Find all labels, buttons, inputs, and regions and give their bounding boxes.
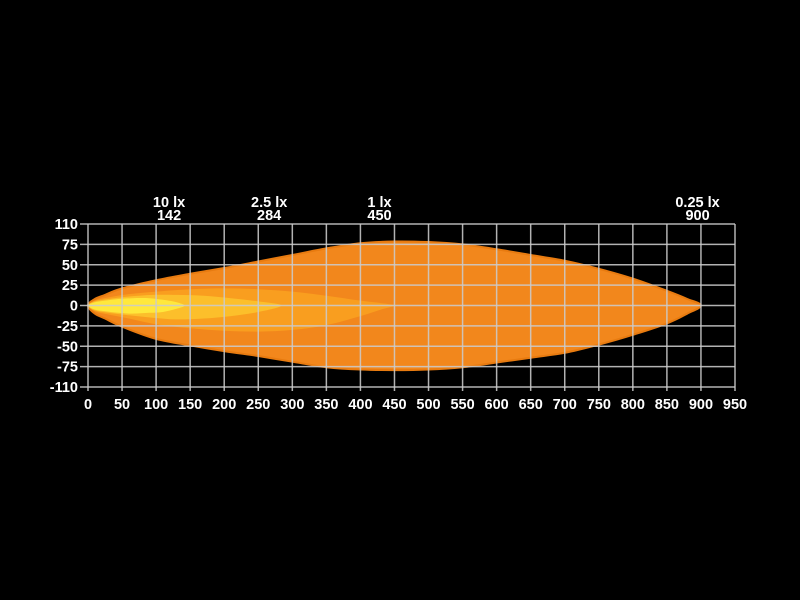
x-axis-label: 400 bbox=[348, 397, 372, 413]
x-axis-label: 550 bbox=[450, 397, 474, 413]
x-axis-label: 100 bbox=[144, 397, 168, 413]
x-axis-label: 600 bbox=[485, 397, 509, 413]
x-axis-label: 650 bbox=[519, 397, 543, 413]
iso-lux-distance-label: 900 bbox=[685, 208, 709, 224]
x-axis-label: 950 bbox=[723, 397, 747, 413]
iso-lux-value-label: 1 lx bbox=[367, 195, 391, 211]
x-axis-label: 300 bbox=[280, 397, 304, 413]
y-axis-label: 110 bbox=[55, 217, 78, 233]
iso-lux-value-label: 10 lx bbox=[153, 195, 185, 211]
y-axis-label: 0 bbox=[70, 299, 78, 315]
y-axis-label: -50 bbox=[57, 339, 78, 355]
x-axis-label: 850 bbox=[655, 397, 679, 413]
x-axis-label: 500 bbox=[416, 397, 440, 413]
x-axis-label: 200 bbox=[212, 397, 236, 413]
x-axis-label: 350 bbox=[314, 397, 338, 413]
x-axis-label: 50 bbox=[114, 397, 130, 413]
x-axis-label: 800 bbox=[621, 397, 645, 413]
x-axis-label: 750 bbox=[587, 397, 611, 413]
x-axis-label: 700 bbox=[553, 397, 577, 413]
y-axis-label: 50 bbox=[62, 258, 78, 274]
iso-lux-distance-label: 284 bbox=[257, 208, 281, 224]
y-axis-label: 75 bbox=[62, 237, 78, 253]
iso-lux-distance-label: 142 bbox=[157, 208, 181, 224]
x-axis-label: 150 bbox=[178, 397, 202, 413]
y-axis-label: -25 bbox=[57, 319, 78, 335]
iso-lux-value-label: 0.25 lx bbox=[675, 195, 719, 211]
x-axis-label: 450 bbox=[382, 397, 406, 413]
x-axis-label: 250 bbox=[246, 397, 270, 413]
x-axis-label: 900 bbox=[689, 397, 713, 413]
iso-lux-value-label: 2.5 lx bbox=[251, 195, 287, 211]
y-axis-label: -110 bbox=[50, 380, 78, 396]
iso-lux-distance-label: 450 bbox=[367, 208, 391, 224]
y-axis-label: -75 bbox=[57, 360, 78, 376]
x-axis-label: 0 bbox=[84, 397, 92, 413]
y-axis-label: 25 bbox=[62, 278, 78, 294]
